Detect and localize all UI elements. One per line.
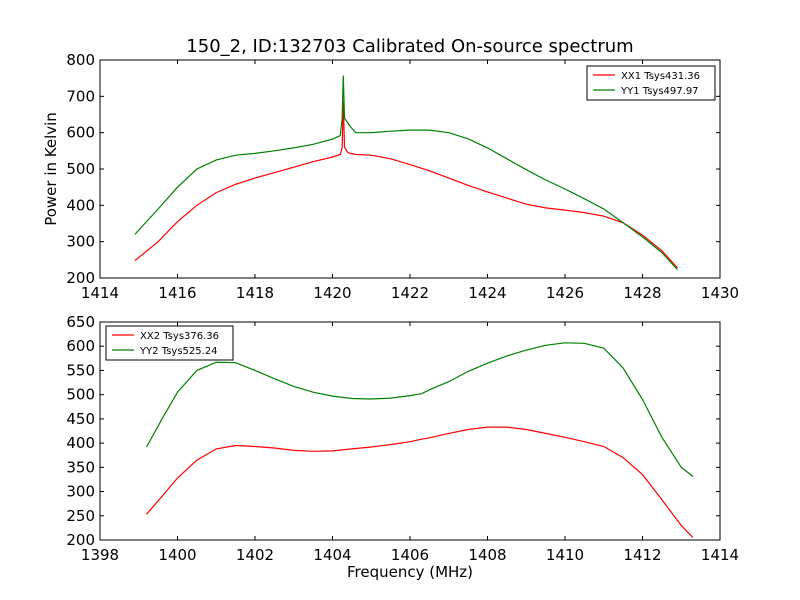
bottom-series-line-2 <box>145 342 694 477</box>
top-y-tick-label: 800 <box>66 51 95 69</box>
top-x-tick-label: 1424 <box>468 284 506 302</box>
bottom-y-tick-label: 350 <box>66 458 95 476</box>
top-x-tick-label: 1420 <box>313 284 351 302</box>
bottom-x-tick-label: 1398 <box>81 546 119 564</box>
top-x-tick-label: 1428 <box>623 284 661 302</box>
top-x-tick-label: 1430 <box>701 284 739 302</box>
bottom-x-tick-label: 1400 <box>158 546 196 564</box>
top-subplot: 1414 1416 1418 1420 1422 1424 1426 1428 1430 200 3… <box>42 51 739 302</box>
top-series-line-2 <box>134 75 678 271</box>
top-x-tick-label: 1414 <box>81 284 119 302</box>
bottom-legend-box <box>105 325 234 361</box>
bottom-x-tick-label: 1410 <box>546 546 584 564</box>
bottom-y-tick-label: 550 <box>66 361 95 379</box>
top-x-tick-label: 1422 <box>391 284 429 302</box>
bottom-y-tick-label: 400 <box>66 434 95 452</box>
top-x-tick-label: 1426 <box>546 284 584 302</box>
bottom-x-tick-label: 1412 <box>623 546 661 564</box>
top-legend-label-2: YY1 Tsys497.97 <box>620 86 699 97</box>
top-x-tick-label: 1416 <box>158 284 196 302</box>
bottom-x-tick-label: 1408 <box>468 546 506 564</box>
bottom-y-tick-label: 650 <box>66 313 95 331</box>
bottom-legend-label-1: XX2 Tsys376.36 <box>140 331 219 342</box>
bottom-y-tick-label: 450 <box>66 410 95 428</box>
bottom-series-line-1 <box>146 426 694 539</box>
top-legend-label-1: XX1 Tsys431.36 <box>621 71 700 82</box>
top-y-tick-label: 500 <box>66 160 95 178</box>
top-y-tick-label: 300 <box>66 233 95 251</box>
bottom-legend-label-2: YY2 Tsys525.24 <box>139 346 218 357</box>
bottom-x-tick-label: 1406 <box>391 546 429 564</box>
top-y-tick-label: 600 <box>66 124 95 142</box>
top-y-axis-label: Power in Kelvin <box>42 112 60 226</box>
bottom-y-tick-label: 500 <box>66 386 95 404</box>
top-y-tick-label: 400 <box>66 196 95 214</box>
bottom-y-tick-label: 200 <box>66 531 95 549</box>
bottom-x-tick-label: 1404 <box>313 546 351 564</box>
chart-title: 150_2, ID:132703 Calibrated On-source sp… <box>186 36 633 57</box>
bottom-y-tick-label: 600 <box>66 337 95 355</box>
bottom-y-tick-label: 250 <box>66 507 95 525</box>
bottom-x-axis-label: Frequency (MHz) <box>347 563 473 581</box>
bottom-x-tick-label: 1402 <box>236 546 274 564</box>
top-x-tick-label: 1418 <box>236 284 274 302</box>
top-y-tick-label: 200 <box>66 269 95 287</box>
bottom-subplot: 1398 1400 1402 1404 1406 1408 1410 1412 1414 200 2… <box>66 313 739 581</box>
top-y-tick-label: 700 <box>66 87 95 105</box>
top-series-line-1 <box>134 101 678 269</box>
top-legend-box <box>586 65 716 101</box>
bottom-x-tick-label: 1414 <box>701 546 739 564</box>
bottom-y-tick-label: 300 <box>66 483 95 501</box>
